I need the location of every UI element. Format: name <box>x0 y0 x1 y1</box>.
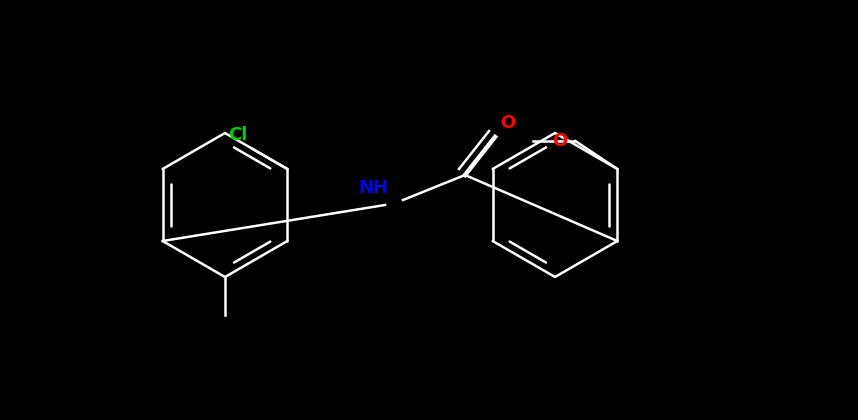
Text: Cl: Cl <box>228 126 248 144</box>
Text: O: O <box>500 114 516 132</box>
Text: O: O <box>552 132 567 150</box>
Text: NH: NH <box>358 179 388 197</box>
